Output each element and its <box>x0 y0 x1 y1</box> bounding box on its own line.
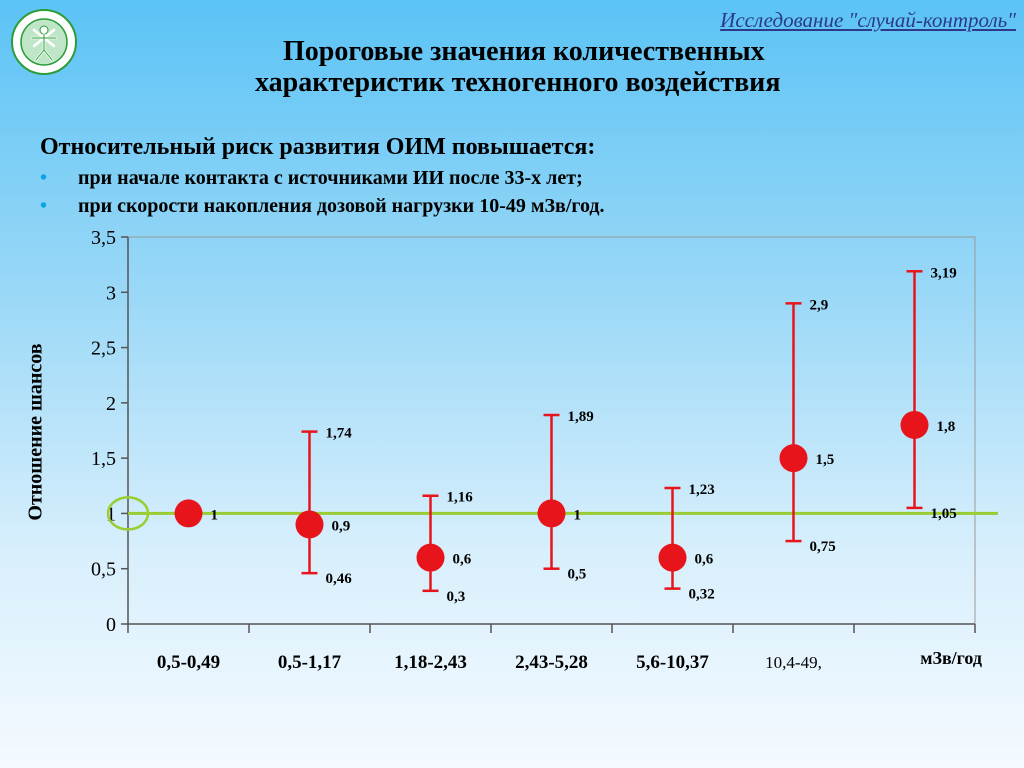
data-point <box>537 499 566 528</box>
y-tick-label: 3,5 <box>91 227 116 249</box>
y-tick-label: 2 <box>106 393 116 415</box>
upper-ci-label: 3,19 <box>931 265 957 281</box>
y-tick-label: 1,5 <box>91 448 116 470</box>
title-line-1: Пороговые значения количественных <box>283 36 765 67</box>
data-point-label: 0,6 <box>453 552 472 568</box>
data-point <box>174 499 203 528</box>
data-point <box>658 543 687 572</box>
bullet-list: • при начале контакта с источниками ИИ по… <box>40 164 605 220</box>
lower-ci-label: 0,5 <box>568 567 587 583</box>
data-point-label: 1 <box>574 507 582 523</box>
y-tick-label: 2,5 <box>91 338 116 360</box>
lower-ci-label: 0,75 <box>810 539 836 555</box>
page-title: Пороговые значения количественных характ… <box>175 36 935 98</box>
x-category-label: 0,5-0,49 <box>157 652 220 673</box>
y-tick-label: 0,5 <box>91 559 116 581</box>
data-point-label: 1 <box>211 507 219 523</box>
data-point <box>779 444 808 473</box>
lower-ci-label: 1,05 <box>931 506 957 522</box>
upper-ci-label: 1,23 <box>689 482 715 498</box>
data-point <box>900 410 929 439</box>
x-category-label: 1,18-2,43 <box>394 652 467 673</box>
data-point-label: 0,6 <box>695 552 714 568</box>
bullet-icon: • <box>40 167 48 189</box>
x-category-label: 2,43-5,28 <box>515 652 588 673</box>
x-category-label: 5,6-10,37 <box>636 652 709 673</box>
bullet-text: при скорости накопления дозовой нагрузки… <box>78 195 605 217</box>
x-category-label: 0,5-1,17 <box>278 652 342 673</box>
section-subtitle: Исследование "случай-контроль" <box>720 8 1016 32</box>
lower-ci-label: 0,3 <box>447 589 466 605</box>
title-line-2: характеристик техногенного воздействия <box>255 67 781 98</box>
data-point-label: 1,8 <box>937 419 956 435</box>
reference-highlight-ring <box>106 496 150 531</box>
y-tick-label: 1 <box>106 503 116 525</box>
upper-ci-label: 1,16 <box>447 490 474 506</box>
upper-ci-label: 1,89 <box>568 409 594 425</box>
y-axis-title: Отношение шансов <box>24 343 47 521</box>
bullet-text: при начале контакта с источниками ИИ пос… <box>78 167 583 189</box>
intro-text: Относительный риск развития ОИМ повышает… <box>40 134 596 160</box>
bullet-item: • при скорости накопления дозовой нагрузк… <box>40 192 605 220</box>
x-category-label: 10,4-49, <box>765 653 822 672</box>
y-tick-label: 0 <box>106 614 116 636</box>
lower-ci-label: 0,32 <box>689 587 715 603</box>
upper-ci-label: 1,74 <box>326 426 353 442</box>
bullet-icon: • <box>40 195 48 217</box>
x-unit-label: мЗв/год <box>920 648 982 668</box>
data-point-label: 0,9 <box>332 518 351 534</box>
logo-emblem <box>11 9 77 75</box>
lower-ci-label: 0,46 <box>326 571 353 587</box>
y-tick-label: 3 <box>106 282 116 304</box>
data-point-label: 1,5 <box>816 452 835 468</box>
data-point <box>295 510 324 539</box>
upper-ci-label: 2,9 <box>810 297 829 313</box>
data-point <box>416 543 445 572</box>
bullet-item: • при начале контакта с источниками ИИ по… <box>40 164 605 192</box>
